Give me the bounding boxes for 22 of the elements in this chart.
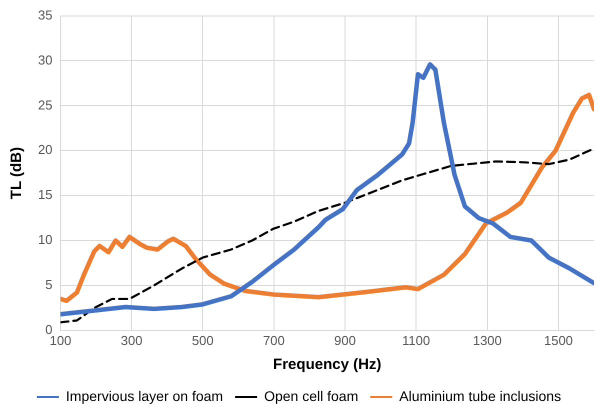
- legend-label: Open cell foam: [264, 388, 358, 404]
- x-tick-label: 100: [50, 332, 72, 348]
- y-tick-label: 15: [38, 187, 52, 202]
- x-tick-label: 500: [192, 332, 214, 348]
- y-tick-label: 0: [45, 322, 52, 337]
- y-tick-label: 30: [38, 52, 52, 68]
- x-axis-title: Frequency (Hz): [273, 356, 382, 374]
- line-series: [60, 148, 594, 324]
- x-tick-label: 900: [334, 332, 356, 348]
- y-tick-label: 10: [38, 232, 52, 248]
- x-tick-label: 700: [263, 332, 285, 348]
- y-axis-title: TL (dB): [8, 146, 26, 200]
- y-tick-label: 20: [38, 142, 52, 158]
- x-tick-label: 300: [120, 332, 142, 348]
- legend-label: Aluminium tube inclusions: [399, 388, 562, 404]
- y-tick-label: 35: [38, 7, 52, 22]
- y-tick-label: 5: [45, 277, 52, 292]
- x-tick-label: 1100: [402, 332, 430, 348]
- x-tick-label: 1500: [544, 332, 573, 348]
- x-tick-label: 1300: [472, 332, 502, 348]
- legend-label: Impervious layer on foam: [66, 388, 224, 404]
- y-tick-label: 25: [38, 97, 52, 112]
